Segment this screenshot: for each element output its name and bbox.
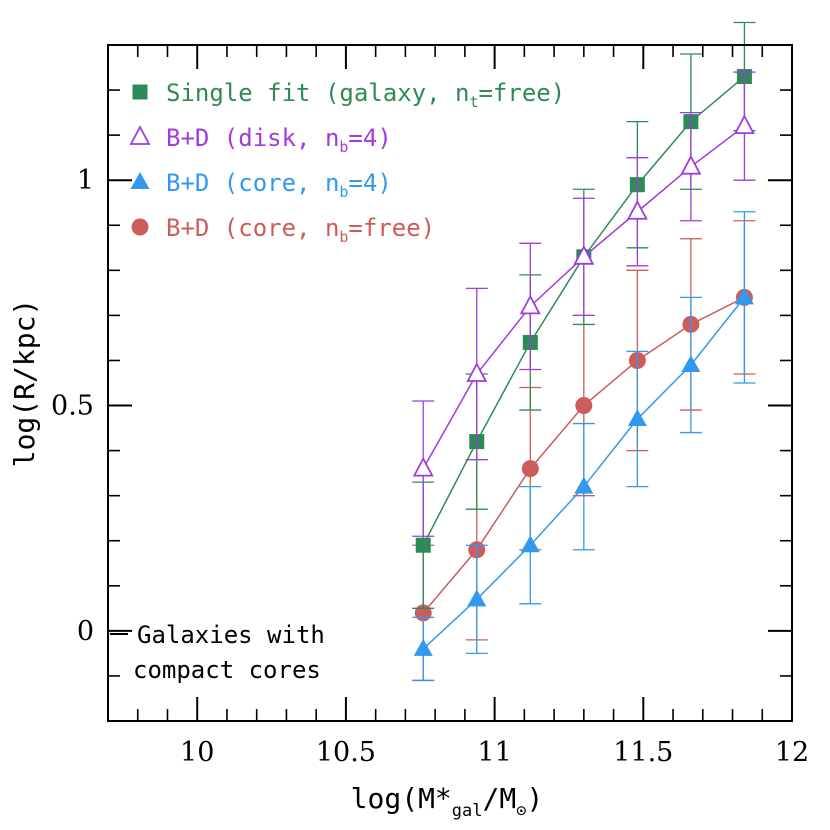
data-point [521,460,539,478]
x-tick-label: 11.5 [613,737,673,768]
plot-series [412,21,756,682]
data-point [681,354,701,372]
data-point [575,397,593,415]
x-axis-label-suffix: ) [526,782,543,815]
legend-label: Single fit (galaxy, nt=free) [166,79,565,111]
legend-label-text: B+D (disk, n [166,124,339,152]
legend-label: B+D (disk, nb=4) [166,124,392,156]
legend-label-text-end: =free) [478,79,565,107]
x-axis-label-prefix: log(M* [351,782,452,815]
y-tick-label: 0.5 [51,391,94,422]
data-point [520,535,540,553]
legend-label-sub: b [339,138,348,156]
legend-label-sub: b [339,228,348,246]
x-axis-label-mid: /M [483,782,517,815]
tick-labels: 10 10.5 11 11.5 12 0 0.5 1 [51,165,809,768]
data-point [733,114,755,135]
x-axis-label-sun-sub: ⊙ [516,801,526,821]
legend-label: B+D (core, nb=free) [166,214,435,246]
series-1 [412,71,756,537]
legend-marker [129,125,151,145]
data-point [627,409,647,427]
data-point [574,476,594,494]
data-point [680,154,702,175]
plot-frame [107,44,793,722]
minor-ticks [108,44,792,721]
data-point [466,362,488,382]
legend-marker [131,218,149,236]
annotation-line-1: Galaxies with [137,621,325,649]
data-point [415,537,431,553]
legend-label-text: B+D (core, n [166,169,339,197]
annotation-line-2: compact cores [133,656,321,684]
legend-label-text: B+D (core, n [166,214,339,242]
legend: Single fit (galaxy, nt=free)B+D (disk, n… [129,79,565,246]
legend-label-sub: t [469,93,478,111]
data-point [467,589,487,607]
data-point [734,287,754,305]
legend-label: B+D (core, nb=4) [166,169,392,201]
legend-label-text-end: =4) [348,124,391,152]
x-tick-label: 12 [775,737,809,768]
x-axis-label-sub: gal [452,801,483,821]
x-tick-label: 11 [477,737,511,768]
legend-label-text-end: =free) [348,214,435,242]
data-point [573,244,595,265]
legend-marker [132,84,148,100]
x-tick-label: 10 [180,737,214,768]
data-point [626,199,648,220]
x-axis-label: log(M*gal/M⊙) [351,782,544,821]
legend-label-text-end: =4) [348,169,391,197]
data-point [412,456,434,477]
y-tick-label: 0 [77,616,94,647]
legend-label-text: Single fit (galaxy, n [166,79,469,107]
y-axis-label: log(R/kpc) [8,299,41,468]
data-point [413,638,433,656]
y-tick-label: 1 [77,165,94,196]
legend-label-sub: b [339,183,348,201]
data-point [519,294,541,315]
series-2 [412,211,756,682]
x-tick-label: 10.5 [316,737,376,768]
legend-marker [130,172,150,189]
